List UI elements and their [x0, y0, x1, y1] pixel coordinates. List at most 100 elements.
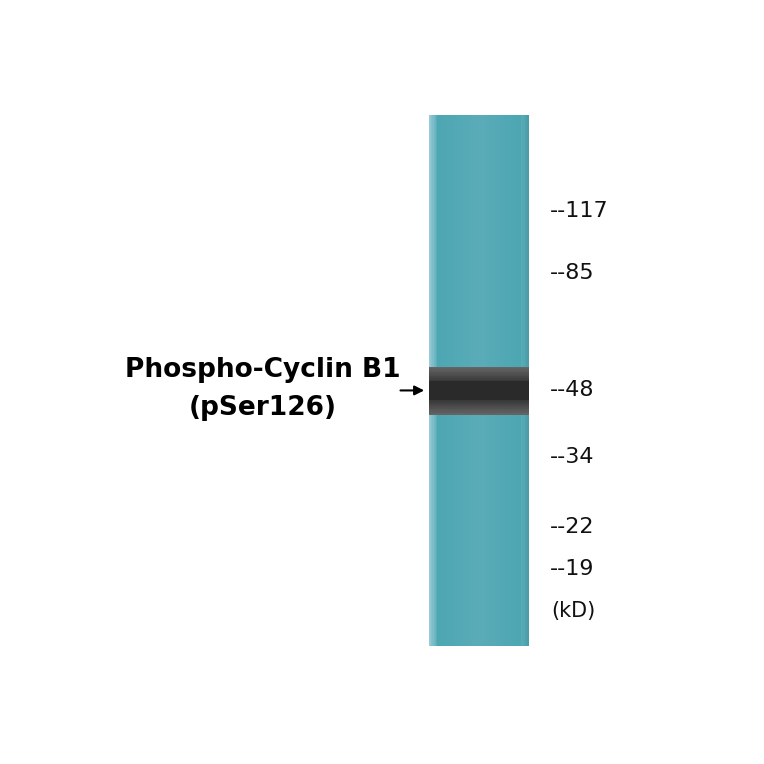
Bar	[429, 403, 529, 405]
Bar	[429, 382, 529, 384]
Bar	[429, 399, 529, 400]
Bar	[526, 115, 528, 646]
Bar	[445, 115, 446, 646]
Bar	[519, 115, 520, 646]
Bar	[429, 391, 529, 392]
Bar	[494, 115, 495, 646]
Bar	[429, 395, 529, 396]
Text: --34: --34	[550, 448, 594, 468]
Bar	[429, 380, 529, 400]
Bar	[435, 115, 436, 646]
Bar	[429, 403, 529, 404]
Bar	[517, 115, 519, 646]
Bar	[458, 115, 459, 646]
Bar	[497, 115, 499, 646]
Bar	[429, 115, 430, 646]
Bar	[429, 371, 529, 372]
Bar	[495, 115, 497, 646]
Bar	[429, 367, 529, 368]
Bar	[429, 413, 529, 415]
Bar	[465, 115, 467, 646]
Bar	[429, 387, 529, 389]
Bar	[507, 115, 509, 646]
Bar	[523, 115, 524, 646]
Bar	[431, 115, 432, 646]
Text: Phospho-Cyclin B1: Phospho-Cyclin B1	[125, 357, 401, 383]
Bar	[444, 115, 445, 646]
Bar	[461, 115, 463, 646]
Bar	[499, 115, 500, 646]
Bar	[452, 115, 454, 646]
Bar	[429, 379, 529, 380]
Bar	[437, 115, 439, 646]
Bar	[429, 392, 529, 393]
Text: (pSer126): (pSer126)	[189, 395, 337, 421]
Bar	[454, 115, 455, 646]
Bar	[429, 378, 529, 379]
Bar	[429, 388, 529, 390]
Bar	[484, 115, 485, 646]
Bar	[429, 372, 529, 374]
Bar	[436, 115, 438, 646]
Bar	[429, 400, 529, 402]
Bar	[487, 115, 489, 646]
Bar	[481, 115, 483, 646]
Bar	[429, 396, 529, 397]
Bar	[429, 381, 529, 382]
Bar	[429, 398, 529, 400]
Bar	[429, 385, 529, 387]
Bar	[429, 384, 529, 386]
Bar	[503, 115, 504, 646]
Bar	[446, 115, 448, 646]
Bar	[448, 115, 450, 646]
Bar	[429, 384, 529, 385]
Bar	[442, 115, 444, 646]
Text: --19: --19	[550, 559, 594, 579]
Bar	[429, 394, 529, 395]
Bar	[472, 115, 474, 646]
Bar	[482, 115, 484, 646]
Bar	[460, 115, 461, 646]
Bar	[429, 368, 529, 370]
Bar	[429, 411, 529, 412]
Bar	[456, 115, 458, 646]
Bar	[429, 400, 529, 401]
Bar	[429, 387, 529, 388]
Bar	[490, 115, 491, 646]
Bar	[429, 390, 529, 391]
Bar	[429, 409, 529, 410]
Bar	[513, 115, 515, 646]
Bar	[505, 115, 507, 646]
Bar	[429, 373, 529, 374]
Bar	[474, 115, 477, 646]
Bar	[500, 115, 501, 646]
Bar	[429, 376, 529, 377]
Bar	[491, 115, 493, 646]
Bar	[429, 367, 529, 369]
Bar	[440, 115, 442, 646]
Bar	[521, 115, 523, 646]
Bar	[480, 115, 481, 646]
Bar	[429, 370, 529, 371]
Bar	[429, 401, 529, 403]
Bar	[525, 115, 526, 646]
Bar	[486, 115, 487, 646]
Bar	[429, 371, 529, 373]
Bar	[523, 115, 525, 646]
Bar	[468, 115, 469, 646]
Text: (kD): (kD)	[552, 601, 596, 621]
Bar	[471, 115, 473, 646]
Bar	[429, 380, 529, 381]
Bar	[470, 115, 471, 646]
Bar	[506, 115, 508, 646]
Bar	[429, 369, 529, 371]
Bar	[429, 404, 529, 406]
Bar	[478, 115, 481, 646]
Bar	[455, 115, 456, 646]
Bar	[429, 412, 529, 413]
Bar	[527, 115, 529, 646]
Text: --117: --117	[550, 201, 609, 221]
Bar	[511, 115, 513, 646]
Bar	[430, 115, 432, 646]
Bar	[429, 407, 529, 408]
